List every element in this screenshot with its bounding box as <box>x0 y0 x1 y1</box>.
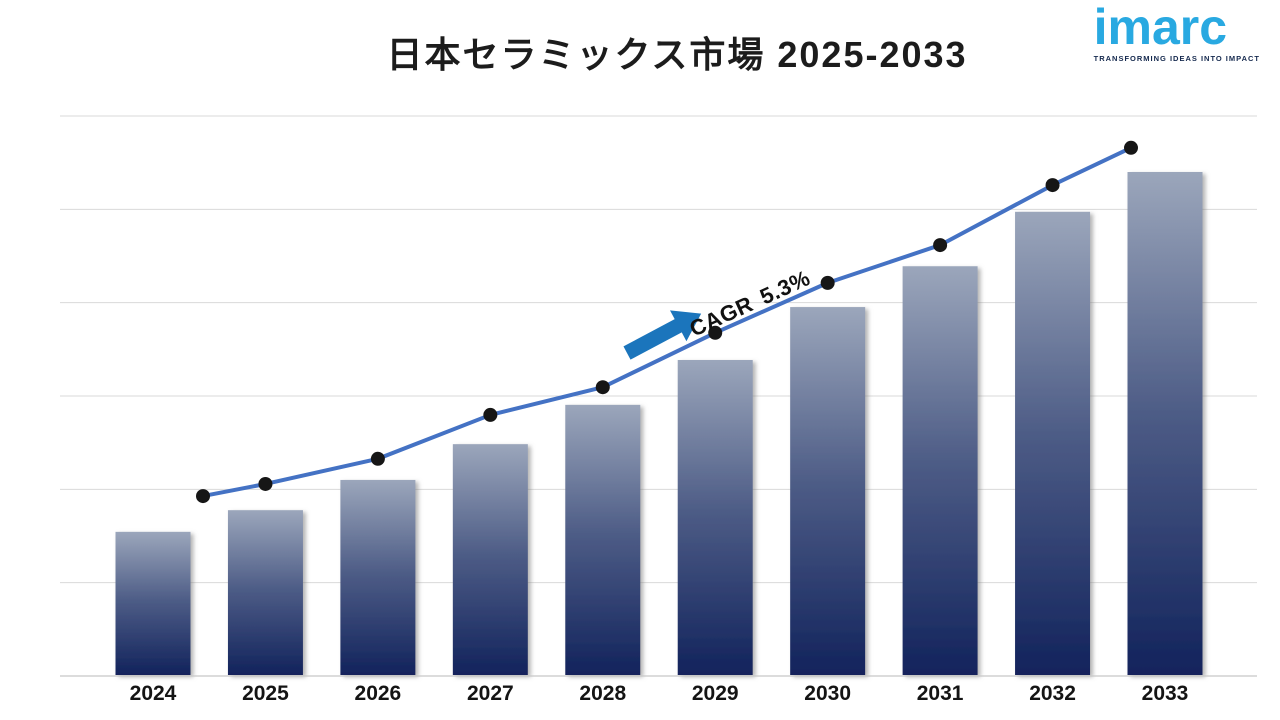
x-axis-label-2026: 2026 <box>355 682 402 705</box>
data-point-marker-2029 <box>708 325 723 340</box>
data-point-marker-2024 <box>196 489 210 504</box>
growth-arrow-icon <box>623 310 702 360</box>
x-axis-label-2031: 2031 <box>917 682 964 705</box>
data-point-marker-2032 <box>1045 178 1060 193</box>
bar-2025 <box>227 510 303 675</box>
data-point-marker-2025 <box>258 476 273 491</box>
bar-2024 <box>115 531 191 675</box>
x-axis-label-2025: 2025 <box>242 682 289 705</box>
bar-2026 <box>340 479 416 675</box>
data-point-marker-2033 <box>1124 140 1138 155</box>
bar-2027 <box>452 444 528 675</box>
data-point-marker-2027 <box>483 407 498 422</box>
data-point-marker-2031 <box>933 238 948 253</box>
data-point-marker-2028 <box>595 380 610 395</box>
imarc-logo-tagline: TRANSFORMING IDEAS INTO IMPACT <box>1093 53 1260 63</box>
x-axis-label-2024: 2024 <box>130 682 177 705</box>
x-axis-label-2027: 2027 <box>467 682 514 705</box>
x-axis-label-layer: 2024 2025 2026 2027 2028 2029 2030 2031 2032 2033 <box>130 682 1189 705</box>
bar-2029 <box>677 359 753 675</box>
bar-layer <box>115 172 1203 676</box>
data-point-marker-2030 <box>820 275 835 290</box>
annotation-layer: CAGR 5.3% <box>623 265 814 360</box>
imarc-logo: imarc TRANSFORMING IDEAS INTO IMPACT <box>1093 0 1260 63</box>
imarc-logo-text: imarc <box>1093 0 1228 55</box>
bar-2033 <box>1127 172 1203 675</box>
data-point-marker-2026 <box>370 451 385 466</box>
x-axis-label-2033: 2033 <box>1142 682 1189 705</box>
bar-2030 <box>790 307 866 675</box>
bar-2032 <box>1015 211 1091 676</box>
chart-title: 日本セラミックス市場 2025-2033 <box>386 34 968 75</box>
x-axis-label-2029: 2029 <box>692 682 739 705</box>
trend-line-layer <box>196 140 1138 504</box>
x-axis-label-2030: 2030 <box>804 682 851 705</box>
trend-line <box>201 145 1133 499</box>
bar-2031 <box>902 266 978 675</box>
x-axis-label-2028: 2028 <box>579 682 626 705</box>
bar-2028 <box>565 404 641 675</box>
x-axis-label-2032: 2032 <box>1029 682 1076 705</box>
